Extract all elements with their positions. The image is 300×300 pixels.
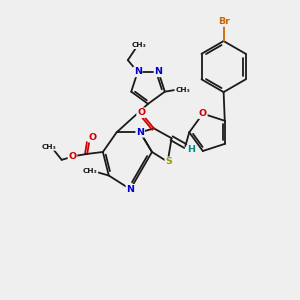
Text: N: N [154,68,162,76]
Text: CH₃: CH₃ [83,168,98,174]
Text: S: S [165,157,172,166]
Text: H: H [187,146,195,154]
Text: O: O [88,133,96,142]
Text: N: N [126,185,134,194]
Text: O: O [137,108,145,117]
Text: CH₃: CH₃ [131,42,146,48]
Text: N: N [136,128,144,137]
Text: O: O [68,152,76,161]
Text: O: O [199,109,207,118]
Text: CH₃: CH₃ [175,87,190,93]
Text: Br: Br [218,17,230,26]
Text: CH₃: CH₃ [41,144,56,150]
Text: N: N [134,68,142,76]
